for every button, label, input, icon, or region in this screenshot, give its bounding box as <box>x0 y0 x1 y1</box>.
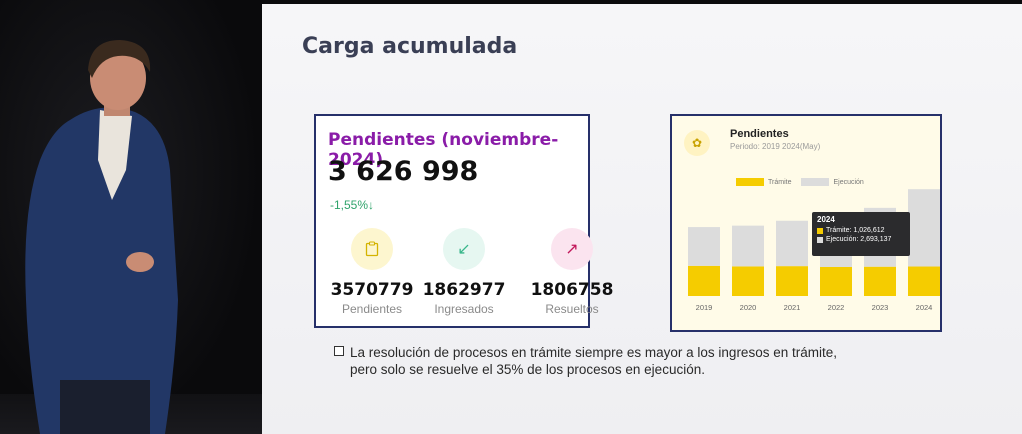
speaker-hair <box>88 40 151 78</box>
tooltip-text: Ejecución: 2,693,137 <box>826 236 892 243</box>
tooltip-row-ejecucion: Ejecución: 2,693,137 <box>817 236 905 243</box>
stat-number: 1806758 <box>530 280 614 300</box>
slide-title: Carga acumulada <box>302 34 518 59</box>
bar-tramite-2023[interactable] <box>864 266 896 296</box>
x-tick-label: 2021 <box>784 303 801 312</box>
kpi-delta: -1,55%↓ <box>330 198 375 212</box>
chart-title: Pendientes <box>730 128 789 140</box>
speaker-blazer <box>25 107 178 434</box>
tooltip-title: 2024 <box>817 215 835 224</box>
kpi-card: Pendientes (noviembre-2024) 3 626 998 -1… <box>314 114 613 328</box>
speaker-trousers <box>60 380 150 434</box>
presentation-slide: Carga acumulada Pendientes (noviembre-20… <box>262 4 1022 434</box>
speaker-figure <box>25 40 178 434</box>
bar-ejecucion-2020[interactable] <box>732 225 764 267</box>
clipboard-icon <box>351 228 393 270</box>
stat-ingresados: ↙ 1862977 Ingresados <box>418 228 510 316</box>
tooltip-text: Trámite: 1,026,612 <box>826 227 885 234</box>
stat-number: 1862977 <box>422 280 506 300</box>
stage-background <box>0 0 262 434</box>
bar-ejecucion-2019[interactable] <box>688 227 720 266</box>
note-line-1: La resolución de procesos en trámite sie… <box>334 344 904 361</box>
stat-resueltos: ↗ 1806758 Resueltos <box>526 228 618 316</box>
bee-icon: ✿ <box>684 130 710 156</box>
legend-item-ejecucion[interactable]: Ejecución <box>801 178 864 186</box>
legend-label: Trámite <box>768 178 792 186</box>
bar-ejecucion-2024[interactable] <box>908 189 940 267</box>
slide-note: La resolución de procesos en trámite sie… <box>334 344 904 378</box>
arrow-down-left-icon: ↙ <box>443 228 485 270</box>
x-tick-label: 2024 <box>916 303 933 312</box>
bar-tramite-2024[interactable] <box>908 266 940 296</box>
kpi-title: Pendientes (noviembre-2024) <box>328 130 559 170</box>
bar-tramite-2019[interactable] <box>688 265 720 296</box>
tooltip-swatch <box>817 236 823 243</box>
note-text-1: La resolución de procesos en trámite sie… <box>350 345 837 360</box>
bar-ejecucion-2021[interactable] <box>776 220 808 267</box>
kpi-value: 3 626 998 <box>328 156 479 187</box>
stat-number: 3570779 <box>330 280 414 300</box>
stat-label: Resueltos <box>545 302 599 316</box>
bar-tramite-2021[interactable] <box>776 266 808 296</box>
note-line-2: pero solo se resuelve el 35% de los proc… <box>350 362 705 377</box>
stat-label: Pendientes <box>341 302 403 316</box>
chart-card: ✿ Pendientes Periodo: 2019 2024(May) Trá… <box>670 114 942 332</box>
chart-tooltip: 2024 Trámite: 1,026,612 Ejecución: 2,693… <box>812 212 910 256</box>
stat-label: Ingresados <box>434 302 494 316</box>
speaker-hand <box>126 252 154 272</box>
stat-pendientes: 3570779 Pendientes <box>326 228 418 316</box>
legend-item-tramite[interactable]: Trámite <box>736 178 791 186</box>
x-tick-label: 2020 <box>740 303 757 312</box>
x-tick-label: 2023 <box>872 303 889 312</box>
chart-subtitle: Periodo: 2019 2024(May) <box>730 142 821 151</box>
checkbox-bullet-icon <box>334 346 344 356</box>
legend-swatch <box>801 178 830 186</box>
chart-legend: Trámite Ejecución <box>736 178 864 186</box>
speaker-shirt <box>98 110 132 200</box>
x-tick-label: 2019 <box>696 303 713 312</box>
legend-label: Ejecución <box>833 178 864 186</box>
speaker-head <box>90 46 146 110</box>
bar-tramite-2022[interactable] <box>820 266 852 296</box>
arrow-up-right-icon: ↗ <box>551 228 593 270</box>
bar-tramite-2020[interactable] <box>732 266 764 296</box>
tooltip-swatch <box>817 227 823 234</box>
x-tick-label: 2022 <box>828 303 845 312</box>
legend-swatch <box>736 178 764 186</box>
tooltip-row-tramite: Trámite: 1,026,612 <box>817 227 905 234</box>
